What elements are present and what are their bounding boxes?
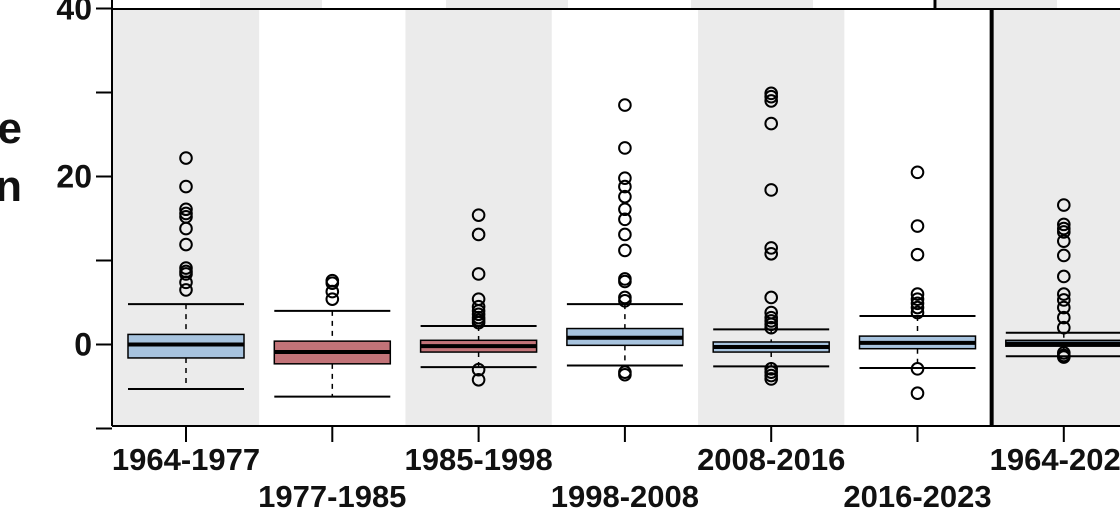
box-group-2008-2016 [712, 86, 830, 386]
outlier-2016-2023-8 [910, 305, 925, 320]
outlier-1985-1998-2 [471, 227, 486, 242]
outlier-1964-2023-15 [1057, 350, 1071, 364]
x-tick-label-1985-1998: 1985-1998 [404, 442, 552, 477]
outlier-1985-1998-1 [471, 208, 486, 222]
outlier-1998-2008-3 [618, 171, 632, 185]
outlier-1998-2008-8 [618, 227, 632, 242]
outlier-1998-2008-9 [618, 243, 632, 258]
outlier-1964-1977-12 [179, 283, 193, 297]
x-tick-label-1998-2008: 1998-2008 [551, 479, 699, 509]
top-panel-remnant [112, 0, 1120, 10]
outlier-1977-1985-2 [325, 276, 340, 290]
outlier-1985-1998-11 [471, 362, 486, 377]
outlier-1964-1977-10 [179, 267, 193, 281]
outlier-1977-1985-3 [325, 284, 340, 299]
x-tick-label-2008-2016: 2008-2016 [697, 442, 845, 477]
box-group-1964-2023 [1005, 198, 1120, 364]
x-tick-labels: 1964-19771977-19851985-19981998-20082008… [112, 442, 1120, 509]
outlier-1964-2023-4 [1057, 225, 1071, 239]
outlier-1985-1998-12 [471, 372, 486, 387]
outlier-1964-2023-5 [1057, 234, 1071, 248]
outlier-2016-2023-10 [910, 386, 925, 401]
y-tick-label-0: 0 [74, 327, 92, 363]
outlier-2016-2023-5 [910, 292, 925, 306]
y-axis: 0 20 40 [56, 0, 113, 430]
outlier-1964-2023-8 [1057, 287, 1071, 301]
box-group-2016-2023 [858, 165, 977, 401]
outlier-1964-1977-1 [179, 151, 193, 165]
outlier-2016-2023-6 [910, 296, 925, 311]
x-tick-label-1964-1977: 1964-1977 [112, 442, 260, 477]
outlier-2008-2016-8 [764, 290, 779, 305]
outlier-1964-1977-2 [179, 179, 193, 194]
y-axis-label-fragments: en [0, 104, 22, 211]
outlier-2008-2016-17 [764, 372, 779, 386]
outlier-1985-1998-10 [471, 315, 486, 330]
upper-panel-band-4 [937, 0, 1057, 9]
outlier-1964-2023-12 [1057, 320, 1071, 335]
outlier-2008-2016-3 [764, 94, 779, 108]
upper-panel-band-3 [691, 0, 813, 9]
outlier-2008-2016-6 [764, 241, 779, 255]
outlier-2008-2016-4 [764, 116, 779, 131]
y-tick-label-40: 40 [56, 0, 92, 27]
outlier-2016-2023-9 [910, 362, 925, 376]
outlier-1964-1977-7 [179, 237, 193, 252]
outlier-1998-2008-7 [618, 212, 632, 227]
outlier-2016-2023-4 [910, 287, 925, 301]
x-tick-label-2016-2023: 2016-2023 [843, 479, 991, 509]
x-axis [112, 9, 1120, 442]
outlier-1964-2023-6 [1057, 248, 1071, 263]
outlier-1964-1977-11 [179, 275, 193, 290]
outlier-2016-2023-3 [910, 247, 925, 262]
box-group-1977-1985 [273, 273, 392, 398]
outlier-1977-1985-4 [325, 292, 340, 306]
outlier-1964-1977-6 [179, 221, 193, 236]
x-tick-label-1977-1985: 1977-1985 [258, 479, 406, 509]
outlier-1998-2008-15 [618, 367, 632, 382]
outlier-1964-2023-9 [1057, 293, 1071, 307]
outlier-1964-2023-10 [1057, 300, 1071, 315]
outlier-2008-2016-5 [764, 183, 779, 197]
outlier-1998-2008-13 [618, 294, 632, 308]
outlier-2008-2016-7 [764, 246, 779, 261]
y-label-fragment-2: n [0, 162, 22, 211]
upper-panel-band-2 [446, 0, 568, 9]
y-label-fragment-1: e [0, 104, 22, 153]
y-tick-label-20: 20 [56, 159, 92, 195]
outlier-2016-2023-1 [910, 165, 925, 180]
box-group-1964-1977 [127, 151, 245, 391]
background-bands [112, 9, 1120, 426]
outlier-1985-1998-3 [471, 267, 486, 281]
outlier-1998-2008-11 [618, 274, 632, 289]
outlier-1964-2023-1 [1057, 198, 1071, 212]
outlier-1998-2008-1 [618, 98, 632, 112]
outlier-1998-2008-2 [618, 141, 632, 155]
band-1964-1977 [112, 9, 260, 426]
outlier-1998-2008-6 [618, 202, 632, 217]
outlier-1998-2008-4 [618, 179, 632, 194]
outlier-1964-2023-11 [1057, 310, 1071, 325]
outlier-2016-2023-2 [910, 219, 925, 233]
outlier-2008-2016-13 [764, 320, 779, 335]
outlier-1964-2023-2 [1057, 217, 1071, 232]
outlier-1964-1977-3 [179, 202, 193, 217]
outlier-2008-2016-2 [764, 89, 779, 104]
x-tick-label-1964-2023: 1964-2023 [990, 442, 1120, 477]
upper-panel-band-1 [200, 0, 322, 9]
outlier-2016-2023-7 [910, 300, 925, 315]
box-group-1998-2008 [566, 98, 684, 382]
band-1964-2023 [990, 9, 1120, 426]
boxes-layer [127, 86, 1120, 401]
box-group-1985-1998 [419, 208, 538, 387]
outlier-1964-2023-7 [1057, 269, 1071, 284]
